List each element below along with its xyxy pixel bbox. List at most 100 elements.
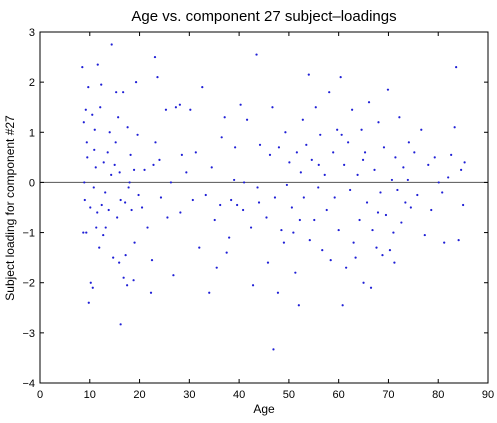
data-point bbox=[373, 168, 376, 171]
data-point bbox=[299, 171, 302, 174]
data-point bbox=[194, 151, 197, 154]
data-point bbox=[375, 246, 378, 249]
data-point bbox=[333, 196, 336, 199]
data-point bbox=[292, 231, 295, 234]
data-point bbox=[273, 196, 277, 199]
data-point bbox=[210, 166, 213, 169]
data-point bbox=[166, 216, 169, 219]
data-point bbox=[285, 183, 288, 187]
data-point bbox=[100, 83, 103, 86]
data-point bbox=[427, 163, 430, 166]
data-point bbox=[201, 86, 204, 89]
data-point bbox=[305, 143, 308, 146]
data-point bbox=[104, 226, 107, 229]
data-point bbox=[98, 246, 101, 249]
data-point bbox=[325, 208, 328, 212]
data-point bbox=[86, 156, 89, 159]
data-point bbox=[150, 259, 154, 262]
data-point bbox=[317, 186, 320, 189]
data-point bbox=[208, 291, 211, 294]
data-point bbox=[83, 198, 86, 202]
data-point bbox=[130, 208, 133, 212]
data-point bbox=[351, 108, 354, 111]
x-tick-label: 0 bbox=[37, 389, 43, 401]
data-point bbox=[450, 153, 453, 156]
data-point bbox=[430, 208, 433, 212]
x-tick-label: 90 bbox=[482, 389, 494, 401]
data-point bbox=[302, 196, 305, 199]
x-axis-label: Age bbox=[253, 402, 275, 416]
data-point bbox=[93, 148, 96, 151]
data-point bbox=[258, 143, 262, 146]
data-point bbox=[337, 228, 340, 232]
data-point bbox=[95, 226, 98, 229]
data-point bbox=[110, 173, 113, 177]
x-tick-label: 30 bbox=[183, 389, 195, 401]
data-point bbox=[347, 141, 350, 144]
data-point bbox=[398, 116, 401, 119]
data-point bbox=[294, 271, 297, 274]
y-tick-label: −1 bbox=[22, 228, 35, 240]
data-point bbox=[404, 201, 407, 204]
data-point bbox=[146, 226, 149, 229]
data-point bbox=[386, 88, 390, 91]
data-point bbox=[423, 233, 426, 237]
data-point bbox=[156, 76, 159, 79]
data-point bbox=[128, 181, 131, 184]
data-point bbox=[204, 193, 207, 197]
data-point bbox=[329, 259, 332, 262]
data-point bbox=[99, 106, 102, 109]
data-point bbox=[119, 198, 122, 202]
data-point bbox=[122, 276, 125, 279]
data-point bbox=[341, 304, 344, 307]
data-point bbox=[94, 166, 97, 169]
data-point bbox=[314, 106, 317, 109]
data-point bbox=[356, 173, 359, 177]
y-tick-label: 0 bbox=[29, 177, 35, 189]
data-point bbox=[266, 261, 270, 264]
data-point bbox=[455, 66, 458, 69]
data-point bbox=[245, 118, 249, 121]
data-point bbox=[308, 238, 311, 242]
data-point bbox=[122, 91, 125, 94]
data-point bbox=[129, 153, 132, 156]
y-axis-label: Subject loading for component #27 bbox=[3, 115, 17, 301]
data-point bbox=[340, 133, 343, 136]
data-point bbox=[154, 141, 157, 144]
data-point bbox=[189, 108, 192, 111]
data-point bbox=[400, 221, 403, 224]
data-point bbox=[379, 191, 382, 194]
data-point bbox=[134, 81, 138, 84]
data-point bbox=[239, 103, 242, 106]
data-point bbox=[225, 251, 228, 254]
data-point bbox=[265, 216, 268, 219]
data-point bbox=[382, 146, 386, 149]
data-point bbox=[233, 178, 236, 182]
y-tick-label: 1 bbox=[29, 127, 35, 139]
data-point bbox=[118, 171, 121, 174]
data-point bbox=[198, 246, 201, 249]
data-point bbox=[407, 141, 410, 144]
data-point bbox=[277, 146, 281, 149]
data-point bbox=[317, 163, 320, 166]
data-point bbox=[152, 163, 155, 166]
data-point bbox=[220, 136, 223, 139]
data-point bbox=[241, 208, 245, 212]
data-point bbox=[102, 161, 105, 164]
data-point bbox=[100, 203, 103, 207]
data-point bbox=[89, 206, 92, 209]
data-point bbox=[256, 186, 259, 189]
data-point bbox=[402, 166, 405, 169]
data-point bbox=[85, 141, 88, 144]
data-point bbox=[215, 266, 218, 269]
data-point bbox=[301, 118, 304, 121]
y-axis: 3 2 1 0 −1 −2 −3 −4 bbox=[22, 27, 488, 390]
data-point bbox=[87, 301, 90, 304]
data-point bbox=[360, 128, 363, 131]
data-point bbox=[112, 256, 115, 259]
data-point bbox=[443, 241, 446, 244]
data-point bbox=[127, 186, 130, 189]
data-point bbox=[132, 168, 136, 171]
data-point bbox=[447, 176, 450, 179]
data-point bbox=[178, 103, 181, 106]
